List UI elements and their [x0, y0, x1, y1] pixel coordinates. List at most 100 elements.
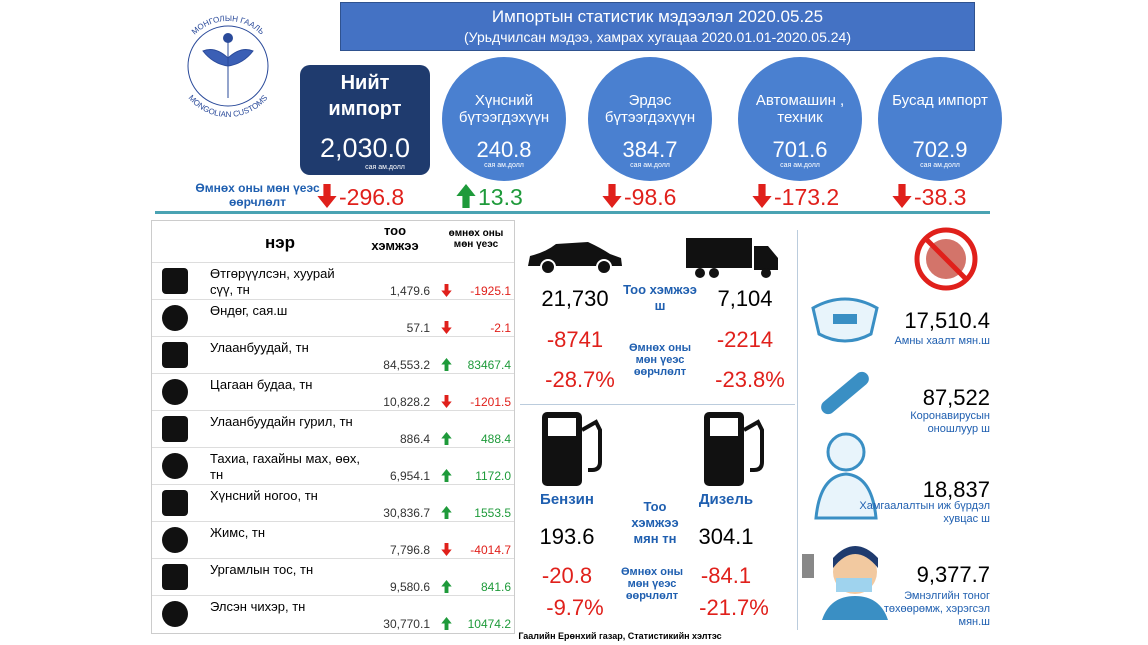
vehicle-pct: -23.8%: [715, 367, 785, 392]
category-circle: [442, 57, 566, 181]
product-name: Хүнсний ногоо, тн: [210, 488, 318, 503]
footer: Гаалийн Ерөнхий газар, Статистикийн хэлт…: [518, 631, 722, 641]
quantity: 9,580.6: [389, 580, 430, 594]
up-arrow: [441, 617, 452, 630]
down-arrow: [441, 395, 452, 408]
logo-emblem: [223, 33, 233, 43]
row-border: [152, 521, 514, 522]
change: -2.1: [490, 321, 511, 335]
change: 83467.4: [467, 358, 511, 372]
quantity: 6,954.1: [389, 469, 430, 483]
logo-ring: [187, 25, 269, 107]
change: 488.4: [480, 432, 511, 446]
row-icon: [162, 305, 188, 331]
row-border: [152, 262, 514, 263]
total-box: [300, 65, 430, 175]
quantity: 7,796.8: [389, 543, 430, 557]
covid-icon: [914, 227, 978, 291]
category-circle: [878, 57, 1002, 181]
summary-unit: сая ам.долл: [484, 162, 524, 169]
table-header: тоо хэмжээ: [371, 223, 419, 253]
summary-value: 702.9: [912, 137, 968, 162]
change: -1925.1: [470, 284, 511, 298]
product-name: Тахиа, гахайны мах, өөх, тн: [210, 451, 360, 482]
row-icon: [162, 453, 188, 479]
summary-unit: сая ам.долл: [920, 162, 960, 169]
product-name: Цагаан будаа, тн: [210, 377, 313, 392]
change: 1172.0: [475, 469, 511, 483]
change: 841.6: [480, 580, 511, 594]
product-name: Өтгөрүүлсэн, хуурай сүү, тн: [210, 266, 335, 297]
up-arrow: [441, 358, 452, 371]
down-arrow: [317, 184, 337, 208]
header: Импортын статистик мэдээлэл 2020.05.25 (…: [340, 2, 975, 51]
fuel-change-label: Өмнөх оны мөн үеэс өөрчлөлт: [621, 566, 683, 602]
summary-value: 384.7: [622, 137, 678, 162]
separator: [520, 404, 795, 405]
summary-label: Нийт импорт: [328, 72, 402, 120]
row-border: [152, 558, 514, 559]
summary-unit: сая ам.долл: [365, 164, 405, 171]
table-header: нэр: [264, 233, 296, 252]
fuel-qty: 193.6: [539, 524, 595, 549]
thermometer-icon: [821, 371, 869, 415]
down-arrow: [752, 184, 772, 208]
medical-value: 17,510.4: [904, 308, 990, 333]
row-border: [152, 336, 514, 337]
truck-icon: [686, 238, 778, 278]
product-name: Өндөг, сая.ш: [210, 303, 288, 318]
vehicle-pct: -28.7%: [545, 367, 615, 392]
quantity: 30,770.1: [383, 617, 430, 631]
change-label: Өмнөх оны мөн үеэс өөрчлөлт: [195, 181, 320, 209]
vehicle-change: -8741: [546, 327, 604, 352]
row-icon: [162, 564, 188, 590]
medical-value: 18,837: [922, 477, 990, 502]
fuel-icon: [542, 412, 602, 486]
summary-change: -38.3: [914, 184, 967, 210]
down-arrow: [892, 184, 912, 208]
divider: [155, 211, 990, 214]
row-icon: [162, 416, 188, 442]
fuel-qty: 304.1: [698, 524, 754, 549]
change: 10474.2: [467, 617, 511, 631]
summary-label: Автомашин , техник: [755, 92, 845, 126]
doctor-icon: [802, 546, 888, 620]
subtitle: (Урьдчилсан мэдээ, хамрах хугацаа 2020.0…: [464, 29, 851, 45]
product-name: Элсэн чихэр, тн: [210, 599, 306, 614]
quantity: 84,553.2: [383, 358, 430, 372]
row-icon: [162, 379, 188, 405]
mask-icon: [811, 297, 879, 343]
medical-label: Хамгаалалтын иж бүрдэл хувцас ш: [859, 500, 990, 525]
row-icon: [162, 527, 188, 553]
vehicle-qty: 7,104: [717, 286, 773, 311]
vehicle-change-label: Өмнөх оны мөн үеэс өөрчлөлт: [629, 342, 691, 378]
vehicle-change: -2214: [716, 327, 774, 352]
product-name: Ургамлын тос, тн: [210, 562, 314, 577]
medical-label: Коронавирусын оношлуур ш: [910, 410, 990, 435]
summary-label: Бусад импорт: [892, 92, 988, 109]
quantity: 57.1: [406, 321, 430, 335]
category-circle: [588, 57, 712, 181]
logo-emblem: [202, 34, 254, 98]
summary-label: Эрдэс бүтээгдэхүүн: [604, 92, 696, 126]
fuel-change: -20.8: [541, 563, 593, 588]
change: -1201.5: [470, 395, 511, 409]
title: Импортын статистик мэдээлэл 2020.05.25: [491, 7, 824, 26]
change: -4014.7: [470, 543, 511, 557]
summary-value: 240.8: [476, 137, 532, 162]
summary-label: Хүнсний бүтээгдэхүүн: [458, 92, 550, 126]
row-icon: [162, 490, 188, 516]
vehicle-qty-label: Тоо хэмжээ ш: [623, 282, 697, 313]
up-arrow: [441, 469, 452, 482]
table-frame: [151, 220, 515, 634]
fuel-change: -84.1: [700, 563, 752, 588]
row-icon: [162, 601, 188, 627]
down-arrow: [441, 284, 452, 297]
summary-unit: сая ам.долл: [630, 162, 670, 169]
car-icon: [528, 242, 622, 275]
logo: МОНГОЛЫН ГААЛЬ MONGOLIAN CUSTOMS: [187, 14, 270, 119]
product-name: Улаанбуудайн гурил, тн: [210, 414, 353, 429]
summary-change: -98.6: [624, 184, 677, 210]
summary-unit: сая ам.долл: [780, 162, 820, 169]
summary-value: 2,030.0: [319, 133, 411, 163]
